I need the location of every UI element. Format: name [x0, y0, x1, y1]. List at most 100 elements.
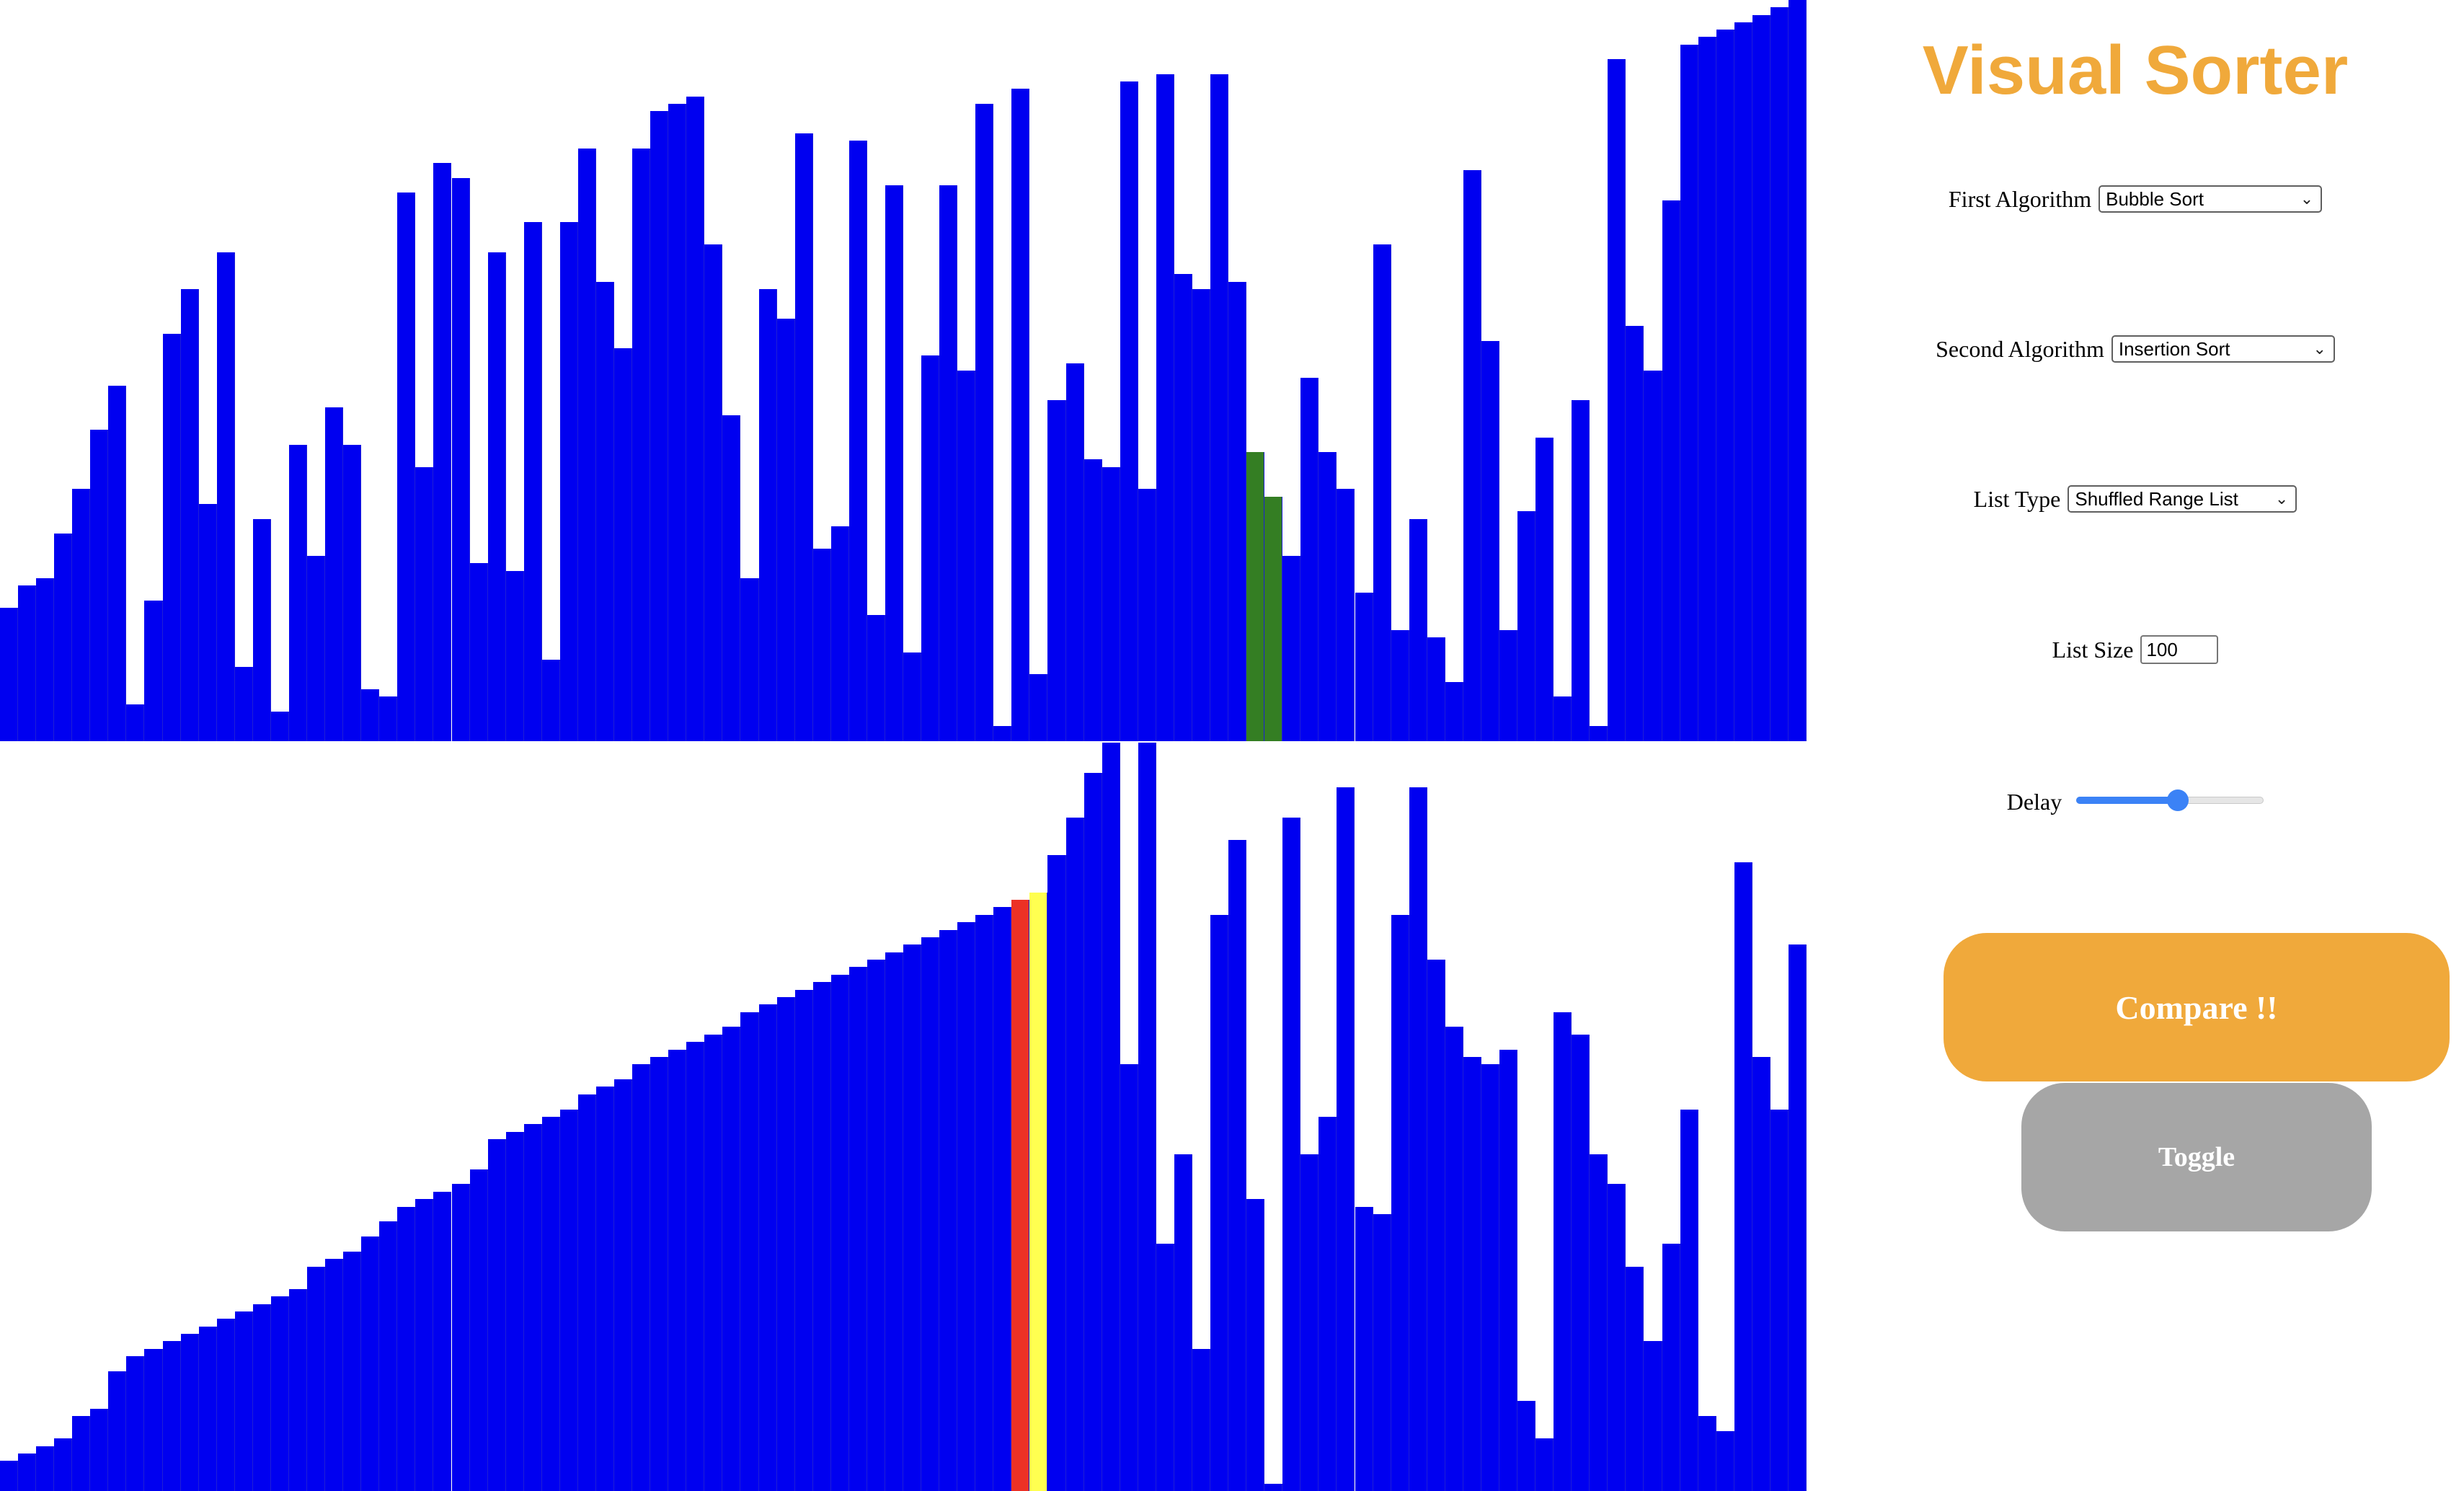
bar-2-2 — [36, 1446, 54, 1491]
bar-1-85 — [1535, 438, 1554, 741]
bar-2-32 — [578, 1094, 596, 1491]
toggle-button[interactable]: Toggle — [2021, 1083, 2372, 1231]
bar-1-3 — [54, 534, 72, 741]
bar-2-80 — [1445, 1027, 1463, 1491]
bar-2-47 — [849, 967, 867, 1491]
bar-1-6 — [108, 386, 126, 741]
bar-2-19 — [343, 1252, 361, 1491]
bar-1-30 — [542, 660, 560, 741]
bar-2-51 — [921, 937, 939, 1491]
bar-2-23 — [415, 1199, 433, 1491]
bar-1-19 — [343, 445, 361, 741]
bar-2-83 — [1499, 1050, 1517, 1491]
bar-1-53 — [957, 371, 975, 741]
bar-1-61 — [1102, 467, 1120, 741]
bar-1-56 — [1011, 89, 1029, 741]
bar-1-43 — [777, 319, 795, 741]
first-algorithm-select[interactable]: Bubble Sort ⌄ — [2099, 185, 2322, 213]
bar-2-7 — [126, 1356, 144, 1491]
delay-slider-thumb[interactable] — [2167, 789, 2189, 811]
bar-2-69 — [1246, 1199, 1264, 1491]
bar-1-0 — [0, 608, 18, 741]
bar-2-74 — [1337, 787, 1355, 1491]
second-algorithm-select[interactable]: Insertion Sort ⌄ — [2111, 335, 2335, 363]
second-algorithm-label: Second Algorithm — [1936, 336, 2104, 363]
bar-2-56 — [1011, 900, 1029, 1491]
bar-1-75 — [1355, 593, 1373, 741]
bar-1-25 — [452, 178, 470, 741]
bar-2-91 — [1644, 1341, 1662, 1491]
bar-2-62 — [1120, 1064, 1138, 1491]
bar-1-8 — [144, 601, 162, 741]
bar-2-79 — [1427, 960, 1445, 1491]
bar-1-4 — [72, 489, 90, 741]
bar-2-61 — [1102, 743, 1120, 1491]
bar-1-95 — [1716, 30, 1734, 741]
bar-1-11 — [199, 504, 217, 741]
bar-1-54 — [975, 104, 993, 741]
bar-2-15 — [271, 1296, 289, 1491]
bar-2-59 — [1066, 818, 1084, 1491]
app-title: Visual Sorter — [1807, 27, 2464, 114]
bar-1-90 — [1626, 326, 1644, 741]
bar-1-65 — [1174, 274, 1192, 741]
bar-1-34 — [614, 348, 632, 741]
list-type-select[interactable]: Shuffled Range List ⌄ — [2068, 485, 2297, 513]
bar-1-5 — [90, 430, 108, 741]
bar-2-81 — [1463, 1057, 1481, 1491]
first-algorithm-bars — [0, 0, 1807, 741]
bar-2-94 — [1698, 1416, 1716, 1491]
bar-2-29 — [524, 1124, 542, 1491]
bar-1-78 — [1409, 519, 1427, 741]
bar-1-28 — [506, 571, 524, 741]
bar-1-15 — [271, 712, 289, 741]
bar-2-49 — [885, 952, 903, 1491]
delay-slider[interactable] — [2076, 792, 2264, 808]
bar-1-50 — [903, 652, 921, 741]
bar-1-86 — [1554, 696, 1572, 741]
bar-1-12 — [217, 252, 235, 741]
bar-1-73 — [1319, 452, 1337, 741]
bar-2-41 — [740, 1012, 758, 1491]
bar-2-97 — [1752, 1057, 1771, 1491]
bar-2-10 — [181, 1334, 199, 1491]
bar-2-68 — [1228, 840, 1246, 1491]
bar-2-96 — [1734, 862, 1752, 1491]
bar-2-5 — [90, 1409, 108, 1491]
list-type-label: List Type — [1974, 486, 2061, 513]
bar-2-9 — [163, 1341, 181, 1491]
bar-2-3 — [54, 1438, 72, 1491]
bar-1-66 — [1192, 289, 1210, 741]
bar-2-95 — [1716, 1431, 1734, 1491]
bar-1-51 — [921, 355, 939, 741]
bar-1-29 — [524, 222, 542, 741]
bar-2-71 — [1282, 818, 1300, 1491]
chevron-down-icon: ⌄ — [2275, 490, 2288, 508]
bar-2-17 — [307, 1267, 325, 1491]
compare-button[interactable]: Compare !! — [1944, 933, 2450, 1081]
bar-1-18 — [325, 407, 343, 741]
bar-2-89 — [1608, 1184, 1626, 1491]
bar-2-31 — [560, 1110, 578, 1491]
bar-1-69 — [1246, 452, 1264, 741]
bar-1-76 — [1373, 244, 1391, 741]
bar-1-47 — [849, 141, 867, 741]
bar-2-40 — [722, 1027, 740, 1491]
bar-2-18 — [325, 1259, 343, 1491]
bar-2-34 — [614, 1079, 632, 1491]
bar-2-99 — [1789, 944, 1807, 1491]
bar-1-55 — [993, 726, 1011, 741]
bar-1-80 — [1445, 682, 1463, 741]
bar-1-93 — [1680, 45, 1698, 741]
bar-1-70 — [1264, 497, 1282, 741]
bar-2-46 — [831, 975, 849, 1491]
bar-1-87 — [1572, 400, 1590, 741]
list-size-input[interactable] — [2140, 635, 2218, 664]
bar-2-86 — [1554, 1012, 1572, 1491]
bar-1-57 — [1029, 674, 1047, 741]
bar-1-71 — [1282, 556, 1300, 741]
bar-1-67 — [1210, 74, 1228, 741]
bar-1-22 — [397, 193, 415, 741]
bar-2-72 — [1300, 1154, 1319, 1491]
bar-2-84 — [1517, 1401, 1535, 1491]
